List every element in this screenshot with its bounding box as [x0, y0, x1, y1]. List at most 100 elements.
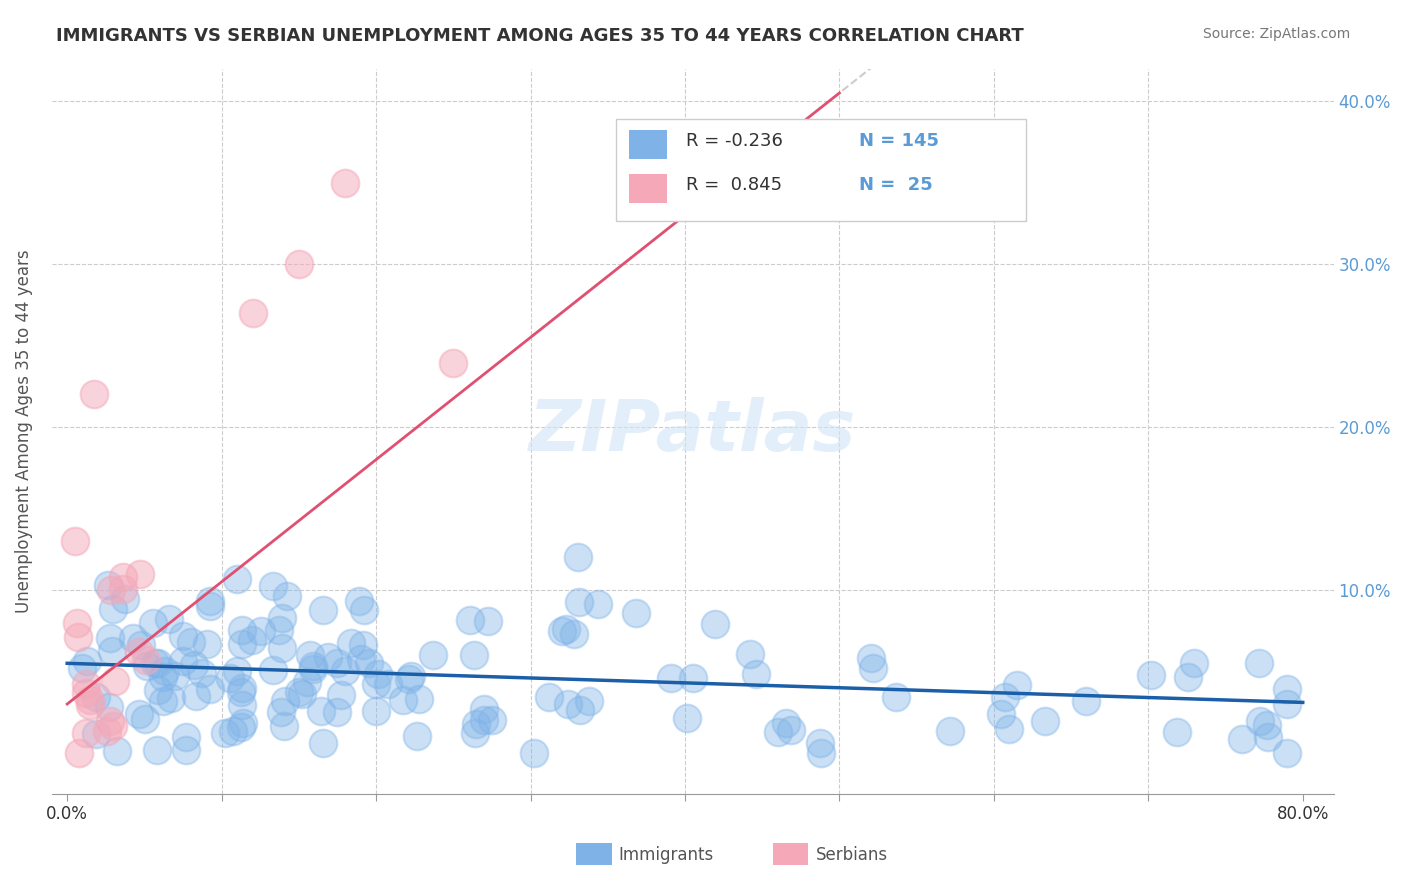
Text: N =  25: N = 25	[859, 176, 934, 194]
Point	[347, 594, 370, 608]
Point	[231, 623, 253, 637]
Bar	[616, 120, 1026, 221]
Point	[226, 665, 249, 679]
Point	[128, 645, 150, 659]
Point	[562, 626, 585, 640]
Text: R = -0.236: R = -0.236	[686, 132, 783, 150]
Point	[316, 649, 339, 664]
Point	[250, 624, 273, 638]
Text: Serbians: Serbians	[815, 846, 887, 863]
Point	[463, 648, 485, 663]
Point	[67, 746, 90, 760]
Point	[399, 669, 422, 683]
Point	[744, 667, 766, 681]
Point	[538, 690, 561, 704]
Point	[1257, 730, 1279, 744]
Point	[274, 694, 297, 708]
Point	[472, 702, 495, 716]
Point	[330, 688, 353, 702]
Point	[578, 694, 600, 708]
Point	[153, 664, 176, 678]
Point	[287, 685, 309, 699]
Point	[75, 726, 97, 740]
Point	[195, 637, 218, 651]
Point	[1166, 725, 1188, 739]
Point	[339, 636, 361, 650]
Point	[165, 669, 187, 683]
Point	[242, 306, 264, 320]
Point	[398, 672, 420, 686]
Point	[335, 176, 357, 190]
Point	[198, 599, 221, 613]
Point	[100, 582, 122, 597]
Point	[66, 631, 89, 645]
Point	[122, 631, 145, 645]
Point	[359, 657, 381, 671]
Point	[676, 711, 699, 725]
Point	[780, 723, 803, 738]
Point	[135, 658, 157, 673]
Point	[148, 683, 170, 698]
Point	[1277, 682, 1299, 697]
Point	[97, 577, 120, 591]
Point	[1177, 670, 1199, 684]
Point	[79, 698, 101, 712]
Point	[231, 698, 253, 713]
Text: N = 145: N = 145	[859, 132, 939, 150]
Point	[100, 714, 122, 729]
Point	[766, 724, 789, 739]
Point	[325, 656, 347, 670]
Point	[146, 743, 169, 757]
Point	[135, 653, 157, 667]
Point	[240, 633, 263, 648]
Point	[994, 690, 1017, 704]
Point	[76, 654, 98, 668]
Point	[231, 720, 253, 734]
Point	[222, 724, 245, 739]
Point	[142, 615, 165, 630]
Point	[231, 685, 253, 699]
Point	[75, 677, 97, 691]
Point	[84, 690, 107, 704]
Point	[214, 726, 236, 740]
Point	[465, 717, 488, 731]
Point	[231, 681, 253, 695]
Point	[183, 658, 205, 673]
Point	[775, 716, 797, 731]
Point	[624, 606, 647, 620]
Point	[312, 736, 335, 750]
Point	[180, 635, 202, 649]
Point	[810, 746, 832, 760]
Point	[270, 706, 292, 720]
Point	[276, 589, 298, 603]
Point	[97, 699, 120, 714]
Point	[477, 615, 499, 629]
Point	[704, 193, 727, 207]
Point	[271, 611, 294, 625]
Point	[70, 661, 93, 675]
Point	[1247, 657, 1270, 671]
Point	[301, 659, 323, 673]
Point	[172, 654, 194, 668]
Point	[659, 672, 682, 686]
Point	[83, 387, 105, 401]
Point	[408, 691, 430, 706]
Point	[1033, 714, 1056, 728]
Point	[297, 675, 319, 690]
Point	[143, 657, 166, 671]
Y-axis label: Unemployment Among Ages 35 to 44 years: Unemployment Among Ages 35 to 44 years	[15, 249, 32, 613]
Point	[557, 697, 579, 711]
Point	[860, 651, 883, 665]
Point	[101, 644, 124, 658]
Point	[134, 712, 156, 726]
Point	[1249, 714, 1271, 728]
Point	[146, 656, 169, 670]
Point	[152, 669, 174, 683]
Point	[481, 713, 503, 727]
Point	[1256, 718, 1278, 732]
Point	[219, 671, 242, 685]
Point	[129, 638, 152, 652]
Point	[105, 744, 128, 758]
Point	[273, 719, 295, 733]
Point	[1230, 732, 1253, 747]
